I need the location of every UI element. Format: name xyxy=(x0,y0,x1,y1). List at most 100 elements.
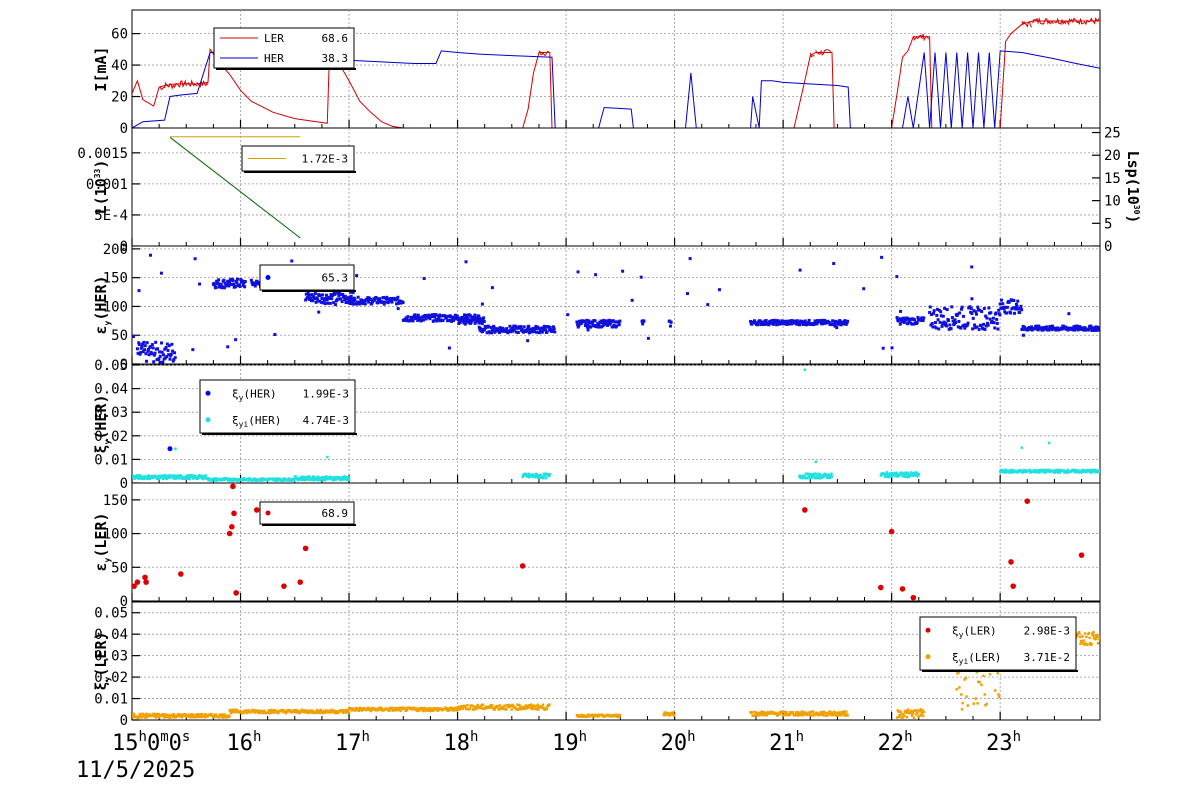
xi-ler-point xyxy=(799,711,803,714)
ey-her-point xyxy=(994,311,998,315)
ey-her-point xyxy=(576,325,580,329)
legend-value: 65.3 xyxy=(322,272,349,285)
ey-her-point xyxy=(669,320,673,324)
xi-her-point xyxy=(532,473,535,476)
xi-ler-point xyxy=(898,713,901,717)
xi-ler-point xyxy=(448,707,451,710)
ey-her-point xyxy=(991,316,995,320)
ey-her-point xyxy=(509,330,513,334)
y-tick-label: 200 xyxy=(103,242,128,258)
ey-ler-point xyxy=(802,507,808,513)
xi-ler-point xyxy=(195,713,199,716)
xi-ler-point xyxy=(597,715,600,718)
xi-ler-point xyxy=(132,715,135,719)
ey-her-point xyxy=(950,305,954,309)
xi-ler-point xyxy=(800,710,804,713)
legend-marker xyxy=(925,654,931,660)
xi-ler-point xyxy=(502,707,506,711)
xi-ler-point xyxy=(157,712,160,716)
ey-her-point xyxy=(956,312,960,316)
xi-her-point xyxy=(1004,468,1008,472)
xi-ler-point xyxy=(671,713,674,716)
ey-her-point xyxy=(1018,306,1022,310)
ey-her-point xyxy=(473,321,477,325)
ey-her-point xyxy=(412,315,416,319)
xi-ler-point xyxy=(843,712,846,715)
legend-marker xyxy=(925,627,931,633)
xi-ler-point xyxy=(796,710,799,714)
xi-ler-point xyxy=(1082,639,1086,642)
xi-her-point xyxy=(204,474,208,477)
ey-her-point xyxy=(151,346,155,350)
ey-her-point xyxy=(985,316,989,320)
ey-her-point xyxy=(490,331,494,335)
ey-her-point xyxy=(348,299,352,303)
ey-her-point xyxy=(968,305,972,309)
ey-her-point xyxy=(534,324,538,328)
ey-her-outlier xyxy=(226,345,230,349)
xi-ler-point xyxy=(145,712,148,716)
ey-her-point xyxy=(389,297,393,301)
xi-ler-point xyxy=(476,703,480,707)
legend-label-part: yi xyxy=(239,420,249,429)
xi-her-point xyxy=(811,473,814,476)
xi-ler-point xyxy=(834,711,837,715)
ey-her-outlier xyxy=(1067,312,1071,316)
ey-her-point xyxy=(770,320,774,324)
xi-ler-point xyxy=(526,706,530,709)
xi-ler-point xyxy=(272,711,276,714)
xi-ler-point xyxy=(224,714,228,718)
xi-ler-point xyxy=(915,709,918,712)
ey-her-point xyxy=(1005,311,1009,315)
ey-her-outlier xyxy=(832,262,836,266)
ey-her-point xyxy=(476,318,480,322)
ey-her-point xyxy=(435,319,439,323)
xi-ler-point xyxy=(310,711,314,714)
xi-her-point xyxy=(133,477,137,480)
xi-ler-point xyxy=(174,716,177,719)
series-line-ler-noise xyxy=(174,79,187,88)
xi-ler-point xyxy=(840,711,844,714)
xi-ler-point xyxy=(190,713,193,716)
xi-her-point xyxy=(825,474,828,477)
series-line-ler-noise xyxy=(815,48,832,56)
xi-her-point xyxy=(147,474,151,477)
xi-her-point xyxy=(1034,468,1037,472)
panel-data xyxy=(132,617,1100,720)
x-tick-label: 16h xyxy=(227,729,262,756)
ey-her-point xyxy=(522,325,526,329)
right-axis-label: Lsp(1030) xyxy=(1124,151,1142,224)
series-line-ler-noise xyxy=(196,79,209,88)
xi-her-point xyxy=(917,473,921,476)
xi-her-point xyxy=(347,476,350,480)
xi-ler-point xyxy=(754,714,758,717)
ey-her-point xyxy=(146,349,150,353)
panel-current: 0 20 40 60I[mA] LER 68.6 HER 38.3 xyxy=(92,9,1101,137)
xi-ler-point xyxy=(593,713,596,717)
y-tick-label: 0 xyxy=(120,713,128,729)
xi-her-point xyxy=(803,474,806,478)
xi-ler-point xyxy=(377,707,381,711)
xi-ler-point xyxy=(465,707,468,711)
ey-her-point xyxy=(356,300,360,304)
xi-her-point xyxy=(543,475,546,478)
xi-her-point xyxy=(893,473,896,476)
ey-her-point xyxy=(950,316,954,320)
xi-ler-point xyxy=(474,705,478,708)
xi-ler-point xyxy=(814,713,817,716)
ey-her-point xyxy=(343,294,347,298)
xi-ler-point xyxy=(322,711,325,715)
ey-her-point xyxy=(913,318,917,322)
xi-ler-point xyxy=(910,714,914,718)
xi-ler-point xyxy=(346,710,350,713)
ey-her-point xyxy=(222,286,226,290)
ey-ler-point xyxy=(134,579,141,585)
xi-ler-point xyxy=(329,710,332,714)
y-axis-label: I[mA] xyxy=(92,46,110,91)
xi-ler-point xyxy=(456,706,459,709)
xi-her-point xyxy=(916,474,919,478)
ey-her-point xyxy=(940,324,944,328)
ey-her-outlier xyxy=(970,297,974,301)
legend-marker xyxy=(205,390,211,396)
xi-her-point xyxy=(193,474,197,478)
